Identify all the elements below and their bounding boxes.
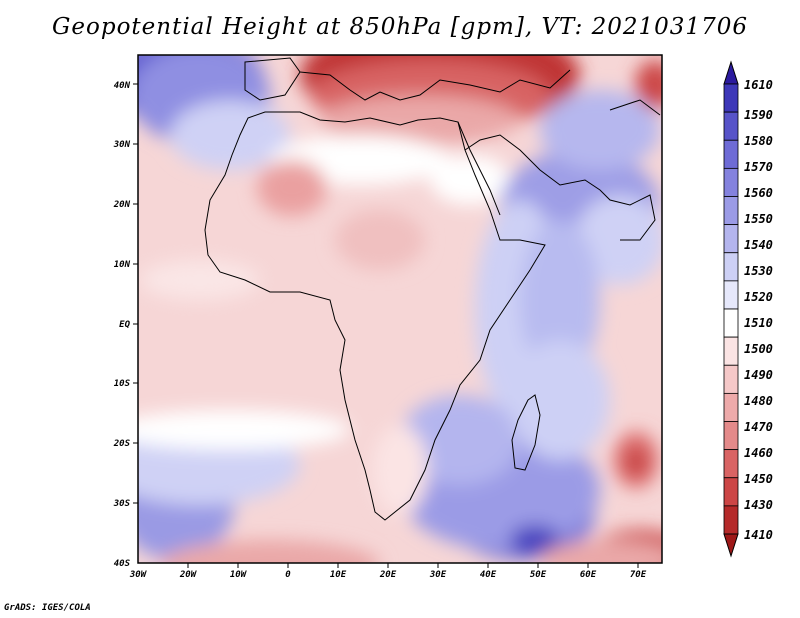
lon-label: 50E: [530, 570, 547, 580]
lon-label: 70E: [630, 570, 647, 580]
colorbar-label: 1550: [744, 212, 773, 226]
colorbar-label: 1430: [744, 498, 773, 512]
colorbar-segment: [723, 336, 739, 366]
colorbar-label: 1510: [744, 316, 773, 330]
colorbar-segment: [723, 477, 739, 507]
map-frame: [137, 54, 663, 564]
colorbar-label: 1500: [744, 342, 773, 356]
colorbar-label: 1610: [744, 78, 773, 92]
colorbar-segment: [723, 196, 739, 226]
colorbar-segment: [723, 505, 739, 535]
lat-label: 40N: [114, 81, 131, 91]
colorbar-segment: [723, 392, 739, 422]
colorbar-label: 1480: [744, 394, 773, 408]
lat-label: 20N: [113, 200, 131, 210]
colorbar-segment: [723, 167, 739, 197]
lon-label: 40E: [480, 570, 497, 580]
chart-title: Geopotential Height at 850hPa [gpm], VT:…: [52, 14, 748, 40]
colorbar-segment: [723, 280, 739, 310]
lon-label: 0: [285, 570, 291, 580]
india-coastline: [609, 99, 661, 116]
lon-label: 10W: [230, 570, 248, 580]
colorbar-label: 1490: [744, 368, 773, 382]
colorbar: 1610 1590 1580 1570 1560 1550 1540 1530 …: [723, 60, 773, 558]
colorbar-segment: [723, 224, 739, 254]
colorbar-segment: [723, 111, 739, 141]
colorbar-label: 1470: [744, 420, 773, 434]
colorbar-segment: [723, 449, 739, 479]
iberia-coastline: [244, 57, 301, 101]
colorbar-label: 1580: [744, 134, 773, 148]
colorbar-segment: [723, 83, 739, 113]
colorbar-label: 1460: [744, 446, 773, 460]
colorbar-label: 1590: [744, 108, 773, 122]
lat-label: 10N: [114, 260, 131, 270]
lat-label: 30S: [113, 499, 131, 509]
colorbar-label: 1520: [744, 290, 773, 304]
colorbar-top-arrow: [723, 60, 739, 85]
europe-coastline: [299, 69, 571, 101]
height-field: [138, 55, 662, 563]
coastlines: [204, 57, 661, 521]
colorbar-segment: [723, 364, 739, 394]
lon-label: 10E: [330, 570, 347, 580]
west-africa-heat-low: [257, 160, 327, 216]
lat-label: 10S: [114, 379, 131, 389]
latitude-axis: 40N 30N 20N 10N EQ 10S 20S 30S 40S: [113, 81, 138, 569]
lat-label: 40S: [114, 559, 131, 569]
colorbar-segment: [723, 308, 739, 338]
colorbar-label: 1450: [744, 472, 773, 486]
madagascar-outline: [511, 394, 541, 471]
lon-label: 30W: [129, 570, 148, 580]
colorbar-bottom-arrow: [723, 533, 739, 558]
lat-label: 30N: [113, 140, 131, 150]
africa-coastline: [204, 111, 546, 521]
lat-label: 20S: [113, 439, 131, 449]
colorbar-label: 1530: [744, 264, 773, 278]
lon-label: 20E: [379, 570, 397, 580]
colorbar-label: 1560: [744, 186, 773, 200]
longitude-axis: 30W 20W 10W 0 10E 20E 30E 40E 50E 60E 70…: [129, 563, 647, 580]
grads-credit: GrADS: IGES/COLA: [4, 603, 91, 613]
lon-label: 20W: [179, 570, 198, 580]
lon-label: 60E: [580, 570, 597, 580]
lat-label: EQ: [119, 320, 130, 330]
colorbar-label: 1540: [744, 238, 773, 252]
arabia-coastline: [464, 134, 656, 241]
colorbar-segment: [723, 139, 739, 169]
colorbar-label: 1410: [744, 528, 773, 542]
lon-label: 30E: [429, 570, 447, 580]
colorbar-label: 1570: [744, 160, 773, 174]
colorbar-segment: [723, 421, 739, 451]
colorbar-segment: [723, 252, 739, 282]
red-sea: [457, 121, 501, 216]
